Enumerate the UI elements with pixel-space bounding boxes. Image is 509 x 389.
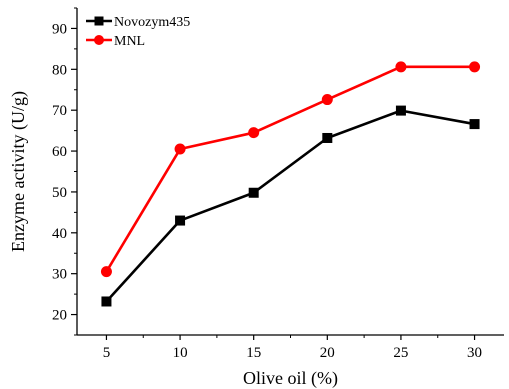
data-point [395,61,407,73]
legend-item: Novozym435 [86,15,190,30]
legend-label: MNL [114,34,145,49]
x-tick-label: 20 [320,345,335,361]
series-mnl [100,61,481,278]
x-tick-label: 10 [173,345,188,361]
y-tick-label: 90 [52,21,67,37]
data-point [101,296,112,307]
x-tick-label: 30 [467,345,482,361]
data-point [174,143,186,155]
y-tick-label: 70 [52,103,67,119]
data-point [321,94,333,106]
series-novozym435 [101,105,480,307]
series-line [105,65,475,273]
plot-area: 5 10 15 20 25 30 20 30 40 50 60 70 80 90 [52,7,504,361]
x-tick-label: 25 [393,345,408,361]
legend-marker [94,35,104,45]
data-point [395,105,406,116]
y-tick-label: 60 [52,144,67,160]
data-point [469,119,480,130]
x-axis-title: Olive oil (%) [243,368,338,389]
legend-marker [94,16,104,26]
y-axis-title: Enzyme activity (U/g) [8,91,29,252]
data-point [175,215,186,226]
series-layer [100,61,481,307]
data-point [469,61,481,73]
y-tick-label: 30 [52,267,67,283]
legend-label: Novozym435 [114,15,190,30]
data-point [248,187,259,198]
x-tick-label: 5 [103,345,111,361]
series-line [105,109,475,303]
data-point [248,127,260,139]
y-tick-label: 20 [52,308,67,324]
y-tick-label: 80 [52,62,67,78]
y-axis-ticks: 20 30 40 50 60 70 80 90 [52,7,77,336]
data-point [100,266,112,278]
x-axis-ticks: 5 10 15 20 25 30 [103,335,482,361]
x-tick-label: 15 [246,345,261,361]
legend-item: MNL [86,34,145,49]
y-tick-label: 40 [52,226,67,242]
data-point [322,132,333,143]
y-tick-label: 50 [52,185,67,201]
legend: Novozym435 MNL [86,15,190,49]
